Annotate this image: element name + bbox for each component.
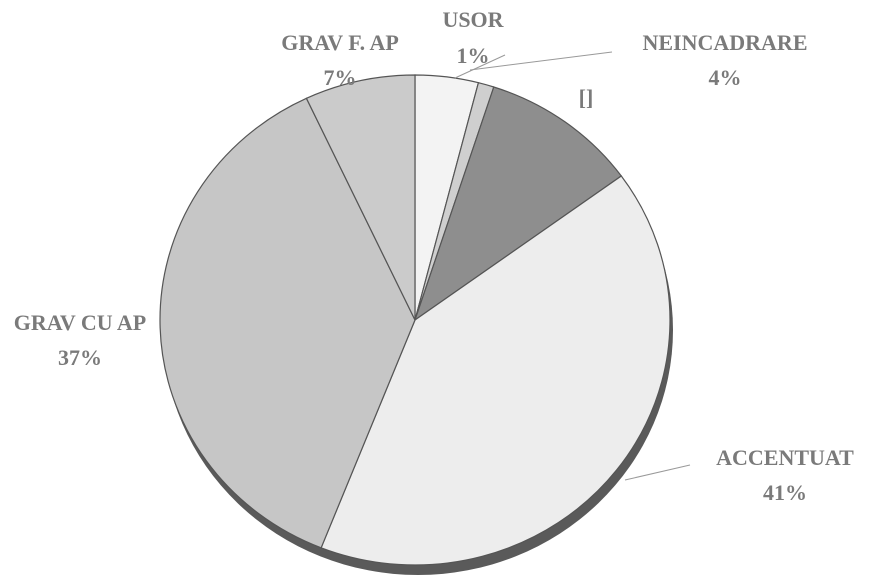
slice-label: ACCENTUAT [716, 445, 854, 470]
leader-line [469, 51, 613, 71]
slice-percent: 4% [709, 65, 742, 90]
pie-slice [413, 86, 623, 322]
slice-label: USOR [442, 7, 504, 32]
pie-slice [159, 97, 416, 549]
slice-label: NEINCADRARE [642, 30, 807, 55]
leader-line [454, 54, 506, 79]
slice-percent: 37% [58, 345, 102, 370]
slice-percent: 41% [763, 480, 807, 505]
slice-label: GRAV CU AP [14, 310, 146, 335]
pie-slice [320, 175, 671, 566]
leader-line [624, 464, 691, 481]
slice-label: GRAV F. AP [281, 30, 399, 55]
slice-percent: 1% [457, 43, 490, 68]
pie-slice [305, 74, 416, 321]
slice-label: [] [579, 85, 594, 110]
slice-percent: 7% [324, 65, 357, 90]
